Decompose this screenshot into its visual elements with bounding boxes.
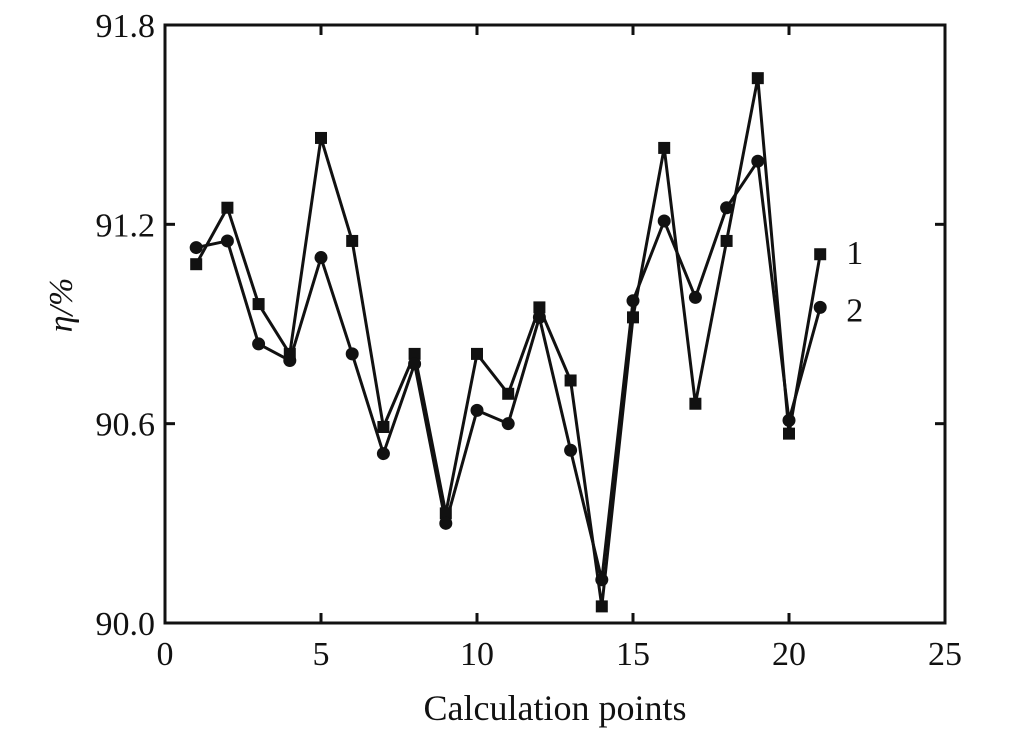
circle-marker: [283, 354, 297, 368]
circle-marker: [532, 310, 546, 324]
circle-marker: [408, 357, 422, 371]
y-tick-label: 91.8: [96, 8, 156, 45]
square-marker: [346, 234, 359, 247]
circle-marker: [782, 413, 796, 427]
circle-marker: [564, 443, 578, 457]
x-tick-label: 0: [157, 636, 174, 673]
circle-marker: [439, 516, 453, 530]
series-label-2: 2: [846, 292, 863, 329]
square-marker: [471, 347, 483, 360]
square-marker: [439, 507, 452, 520]
y-tick-label: 90.0: [96, 606, 156, 643]
square-marker: [627, 311, 639, 324]
square-marker: [689, 397, 702, 410]
circle-marker: [220, 234, 234, 248]
series-line-1: [194, 76, 822, 608]
x-axis-label: Calculation points: [424, 688, 687, 728]
y-tick-label: 91.2: [96, 207, 156, 244]
circle-marker: [720, 201, 734, 215]
square-marker: [315, 131, 327, 144]
x-tick-label: 5: [313, 636, 330, 673]
circle-marker: [595, 573, 609, 587]
square-marker: [252, 298, 265, 311]
series-label-1: 1: [846, 235, 863, 272]
square-marker: [221, 201, 234, 214]
data-markers: [189, 72, 827, 613]
y-axis-label: η/%: [43, 278, 80, 333]
square-marker: [814, 248, 827, 261]
square-marker: [533, 301, 546, 314]
square-marker: [190, 258, 203, 271]
square-marker: [751, 72, 764, 85]
circle-marker: [688, 290, 702, 304]
circle-marker: [470, 403, 484, 417]
square-marker: [720, 234, 733, 247]
circle-marker: [501, 417, 515, 431]
square-marker: [502, 387, 515, 400]
square-marker: [564, 374, 577, 387]
circle-marker: [626, 294, 640, 308]
x-tick-label: 15: [616, 636, 650, 673]
x-tick-label: 25: [928, 636, 962, 673]
y-tick-label: 90.6: [96, 407, 156, 444]
square-marker: [658, 141, 671, 154]
square-marker: [783, 427, 795, 440]
series-line-2: [195, 159, 822, 582]
circle-marker: [751, 154, 765, 168]
square-marker: [377, 420, 390, 433]
series-labels: 12: [846, 235, 863, 329]
circle-marker: [252, 337, 266, 351]
axis-ticks: [163, 23, 947, 625]
x-tick-label: 20: [772, 636, 806, 673]
x-tick-label: 10: [460, 636, 494, 673]
circle-marker: [345, 347, 359, 361]
plot-frame: [163, 23, 947, 625]
circle-marker: [189, 241, 203, 255]
tick-labels: 0 5 10 15 20 25 90.0 90.6 91.2 91.8: [96, 8, 963, 673]
square-marker: [408, 347, 421, 360]
circle-marker: [657, 214, 671, 228]
circle-marker: [813, 300, 827, 314]
series-lines: [194, 76, 822, 608]
circle-marker: [314, 251, 328, 265]
square-marker: [595, 600, 608, 613]
circle-marker: [376, 447, 390, 461]
